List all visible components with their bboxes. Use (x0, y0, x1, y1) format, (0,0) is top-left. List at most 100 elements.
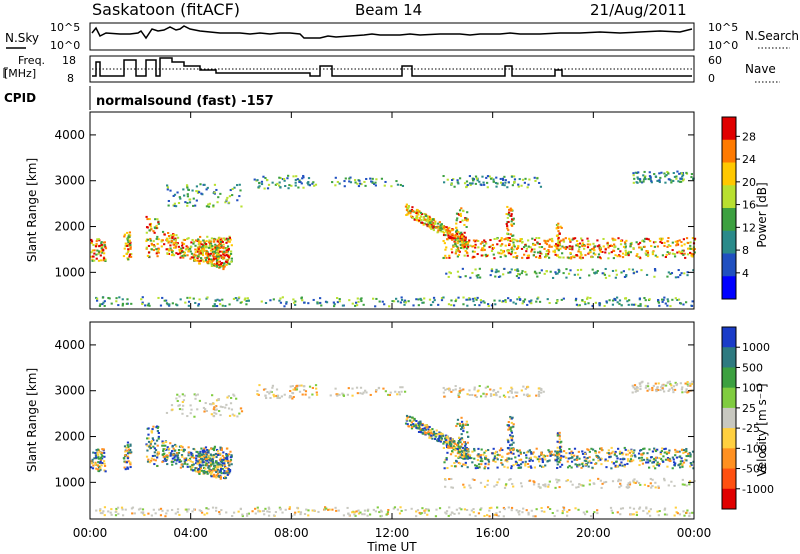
data-cell (480, 463, 483, 466)
data-cell (215, 471, 218, 474)
data-cell (154, 227, 157, 230)
data-cell (220, 244, 223, 247)
data-cell (468, 239, 471, 242)
data-cell (619, 479, 622, 482)
data-cell (535, 236, 538, 239)
data-cell (178, 445, 182, 448)
data-cell (502, 273, 505, 276)
data-cell (653, 245, 656, 248)
data-cell (209, 252, 212, 255)
data-cell (213, 247, 216, 250)
data-cell (507, 244, 511, 247)
data-cell (623, 463, 627, 466)
data-cell (467, 453, 470, 456)
data-cell (586, 296, 589, 299)
data-cell (510, 467, 513, 470)
data-cell (534, 179, 537, 182)
data-cell (335, 393, 338, 396)
data-cell (432, 225, 435, 228)
data-cell (286, 177, 289, 180)
power-data (90, 170, 697, 308)
data-cell (226, 458, 229, 461)
data-cell (637, 457, 641, 460)
data-cell (239, 508, 242, 511)
data-cell (162, 444, 165, 447)
data-cell (427, 221, 430, 224)
data-cell (206, 260, 210, 263)
colorbar-frame (721, 326, 737, 510)
data-cell (258, 185, 261, 188)
data-cell (219, 405, 222, 408)
data-cell (583, 456, 586, 459)
data-cell (156, 218, 159, 221)
data-cell (141, 301, 144, 304)
data-cell (445, 434, 448, 437)
data-cell (281, 511, 284, 514)
data-cell (689, 241, 692, 244)
data-cell (198, 245, 201, 248)
data-cell (617, 478, 620, 481)
data-cell (607, 246, 610, 249)
data-cell (390, 185, 393, 188)
data-cell (463, 243, 466, 246)
data-cell (467, 241, 470, 244)
data-cell (495, 394, 498, 397)
data-cell (681, 391, 684, 394)
data-cell (200, 510, 203, 513)
data-cell (288, 507, 291, 510)
data-cell (454, 241, 457, 244)
data-cell (128, 239, 131, 242)
data-cell (207, 461, 211, 464)
data-cell (218, 476, 221, 479)
data-cell (507, 452, 510, 455)
data-cell (508, 252, 511, 255)
data-cell (277, 184, 281, 187)
data-cell (187, 446, 190, 449)
data-cell (217, 474, 220, 477)
data-cell (650, 486, 653, 489)
data-cell (218, 250, 222, 253)
data-cell (148, 229, 151, 232)
noise-right-tick-high: 10^5 (708, 21, 738, 34)
data-cell (580, 466, 583, 469)
data-cell (620, 461, 623, 464)
data-cell (224, 472, 227, 475)
data-cell (691, 450, 695, 453)
data-cell (457, 394, 460, 397)
data-cell (212, 264, 215, 267)
data-cell (437, 439, 440, 442)
data-cell (619, 240, 623, 243)
data-cell (456, 235, 460, 238)
data-cell (103, 252, 106, 255)
data-cell (433, 226, 436, 229)
data-cell (678, 463, 681, 466)
data-cell (675, 384, 678, 387)
data-cell (429, 303, 433, 306)
data-cell (152, 244, 156, 247)
data-cell (656, 510, 659, 513)
data-cell (198, 262, 201, 265)
data-cell (178, 460, 181, 463)
data-cell (261, 510, 265, 513)
data-cell (182, 450, 185, 453)
data-cell (219, 446, 222, 449)
data-cell (528, 460, 531, 463)
data-cell (504, 179, 507, 182)
data-cell (272, 514, 276, 517)
data-cell (646, 250, 649, 253)
data-cell (282, 177, 286, 180)
data-cell (217, 246, 221, 249)
data-cell (689, 384, 692, 387)
data-cell (524, 464, 527, 467)
data-cell (229, 460, 232, 463)
data-cell (580, 257, 583, 260)
data-cell (462, 247, 465, 250)
data-cell (206, 449, 209, 452)
data-cell (299, 511, 303, 514)
data-cell (456, 237, 460, 240)
data-cell (425, 508, 428, 511)
data-cell (212, 204, 215, 207)
data-cell (150, 242, 153, 245)
data-cell (374, 181, 377, 184)
data-cell (522, 507, 525, 510)
